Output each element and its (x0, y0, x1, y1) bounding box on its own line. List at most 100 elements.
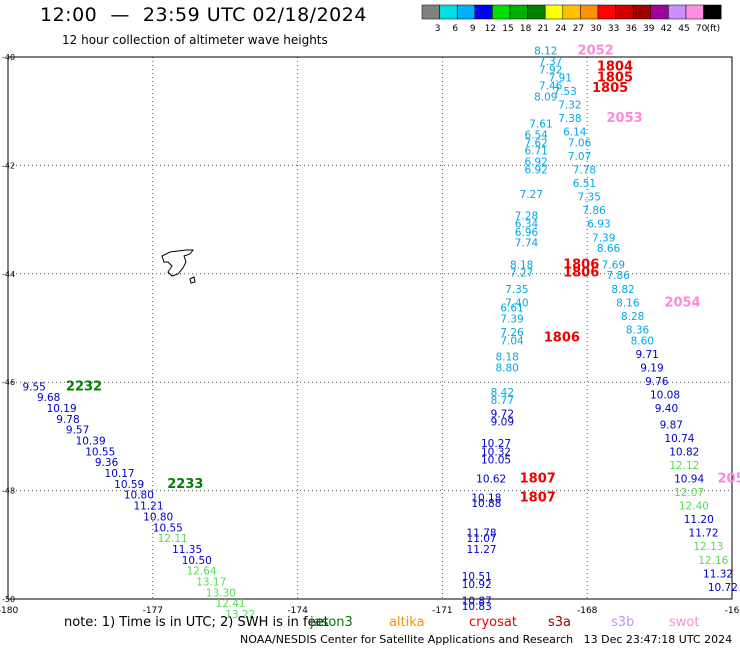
wave-height-label: 7.35 (578, 192, 601, 204)
legend-label: 15 (502, 24, 513, 34)
wave-height-label: 9.09 (491, 417, 514, 429)
wave-height-label: 10.50 (182, 555, 212, 567)
wave-height-label: 6.34 (515, 219, 539, 231)
pass-time-label: 1807 (520, 490, 556, 505)
wave-height-label: 7.74 (515, 238, 539, 250)
legend-label: 6 (452, 24, 458, 34)
wave-height-label: 9.72 (491, 408, 514, 420)
pass-time-label: 1805 (597, 70, 633, 85)
wave-height-label: 10.05 (481, 455, 511, 467)
y-tick-label: -48 (2, 487, 15, 496)
x-tick-label: -16 (725, 606, 740, 616)
pass-time-label: 2055 (718, 471, 740, 486)
pass-time-label: 1807 (520, 471, 556, 486)
wave-height-label: 8.80 (495, 362, 518, 374)
wave-height-label: 8.42 (491, 387, 514, 399)
y-tick-label: -40 (2, 53, 15, 62)
wave-height-label: 7.28 (515, 211, 538, 223)
wave-height-label: 8.36 (626, 324, 650, 336)
wave-height-label: 12.40 (679, 501, 709, 513)
y-tick-label: -44 (2, 270, 15, 279)
altimeter-map: -180 -177 -174 -171 -168 -16 -40 -42 -44 -46 -48 -5… (0, 43, 740, 620)
wave-height-label: 6.92 (524, 165, 547, 177)
wave-height-label: 10.88 (471, 498, 501, 510)
wave-height-label: 7.86 (582, 205, 606, 217)
wave-height-label: 10.62 (476, 473, 506, 485)
wave-height-label: 7.92 (539, 64, 562, 76)
wave-height-label: 12.13 (693, 541, 723, 553)
wave-height-label: 7.86 (607, 270, 631, 282)
wave-height-label: 10.74 (664, 433, 694, 445)
wave-height-label: 10.51 (462, 571, 492, 583)
pass-time-label: 2054 (664, 295, 700, 310)
wave-height-label: 7.06 (568, 137, 592, 149)
legend-label: 3 (435, 24, 441, 34)
wave-height-label: 6.96 (515, 227, 539, 239)
x-tick-label: -180 (0, 606, 18, 616)
graticule (8, 57, 732, 599)
wave-height-label: 7.26 (500, 327, 524, 339)
wave-height-label: 7.62 (524, 137, 547, 149)
wave-height-label: 8.66 (597, 243, 621, 255)
wave-height-label: 9.78 (56, 414, 79, 426)
legend-label: 36 (625, 24, 637, 34)
legend-label: 30 (590, 24, 602, 34)
wave-height-label: 9.36 (95, 457, 119, 469)
wave-height-label: 7.27 (520, 189, 543, 201)
wave-height-label: 9.55 (22, 381, 45, 393)
y-tick-label: -50 (2, 595, 15, 604)
wave-height-label: 6.14 (563, 127, 587, 139)
wave-height-label: 9.71 (635, 349, 658, 361)
legend-label: 33 (608, 24, 619, 34)
legend-unit: (ft) (707, 24, 721, 34)
pass-time-label: 2233 (167, 477, 203, 492)
wave-height-label: 7.53 (553, 86, 576, 98)
wave-height-label: 7.27 (510, 268, 533, 280)
wave-height-label: 8.28 (621, 311, 644, 323)
wave-height-label: 10.94 (674, 473, 704, 485)
legend-label: 24 (555, 24, 567, 34)
wave-height-label: 6.71 (524, 146, 547, 158)
wave-height-label: 11.20 (684, 514, 714, 526)
wave-height-label: 8.12 (534, 45, 557, 57)
wave-height-label: 11.72 (689, 528, 719, 540)
wave-height-label: 11.07 (467, 533, 497, 545)
pass-time-label: 1806 (563, 257, 599, 272)
wave-height-label: 10.19 (47, 403, 77, 415)
x-tick-label: -168 (577, 606, 598, 616)
pass-time-label: 1806 (544, 331, 580, 346)
legend-label: 18 (520, 24, 532, 34)
wave-height-label: 7.38 (558, 113, 581, 125)
legend-label: 12 (485, 24, 496, 34)
wave-height-label: 6.51 (573, 178, 596, 190)
wave-height-label: 10.39 (76, 436, 106, 448)
wave-height-label: 10.59 (114, 479, 144, 491)
wave-height-label: 10.80 (143, 511, 173, 523)
wave-height-label: 7.78 (573, 165, 596, 177)
wave-height-label: 7.46 (539, 81, 563, 93)
x-tick-label: -171 (432, 606, 452, 616)
wave-height-label: 10.72 (708, 582, 738, 594)
pass-time-label: 2053 (607, 111, 643, 126)
wave-height-label: 10.17 (105, 468, 135, 480)
wave-height-label: 8.18 (510, 259, 533, 271)
wave-height-label: 10.80 (124, 490, 154, 502)
legend-label: 42 (661, 24, 672, 34)
wave-height-label: 6.92 (524, 156, 547, 168)
wave-height-label: 10.32 (481, 446, 511, 458)
legend-label: 27 (573, 24, 584, 34)
wave-height-label: 10.55 (153, 522, 183, 534)
legend-label: 9 (470, 24, 476, 34)
chatham-islands-outline (161, 249, 196, 284)
legend-label: 21 (537, 24, 548, 34)
wave-height-label: 9.76 (645, 376, 669, 388)
legend-label: 39 (643, 24, 655, 34)
wave-height-label: 7.35 (505, 284, 528, 296)
wave-height-label: 9.57 (66, 425, 89, 437)
wave-height-label: 6.93 (587, 219, 610, 231)
wave-height-label: 10.55 (85, 446, 115, 458)
wave-height-label: 10.92 (462, 579, 492, 591)
wave-height-label: 7.04 (500, 335, 524, 347)
